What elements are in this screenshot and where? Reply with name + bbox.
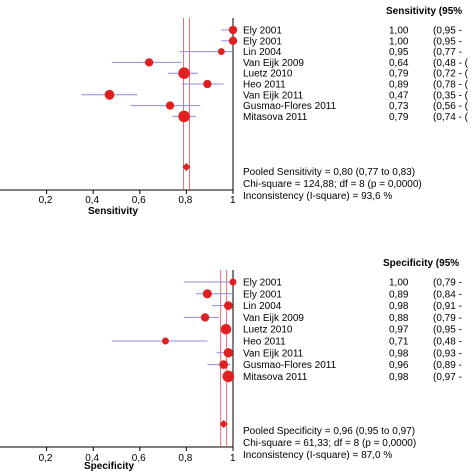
specificity-study-name: Ely 2001 xyxy=(243,278,282,289)
sensitivity-study-value: 0,79 xyxy=(389,112,409,123)
sensitivity-panel: Sensitivity (95% Sensitivity Pooled Sens… xyxy=(0,6,469,217)
specificity-inconsistency-text: Inconsistency (I-square) = 87,0 % xyxy=(243,450,392,461)
sensitivity-study-point xyxy=(178,110,190,123)
sensitivity-study-point xyxy=(228,25,238,35)
sensitivity-tick-label: 0,2 xyxy=(39,195,53,206)
sensitivity-study-name: Ely 2001 xyxy=(243,36,282,47)
sensitivity-study-value: 1,00 xyxy=(389,26,409,37)
sensitivity-study-point xyxy=(178,67,190,79)
sensitivity-study-value: 1,00 xyxy=(389,36,409,47)
specificity-study-value: 1,00 xyxy=(389,278,409,289)
specificity-study-point xyxy=(220,323,232,335)
sensitivity-tick-label: 0,8 xyxy=(178,195,192,206)
specificity-study-value: 0,97 xyxy=(389,325,409,336)
sensitivity-study-ci: (0,72 - ( xyxy=(433,69,469,80)
sensitivity-study-point xyxy=(104,89,115,100)
specificity-study-name: Heo 2011 xyxy=(243,337,286,348)
specificity-study-name: Lin 2004 xyxy=(243,301,282,312)
sensitivity-study-value: 0,95 xyxy=(389,47,409,58)
specificity-study-point xyxy=(161,337,169,345)
sensitivity-study-ci: (0,78 - ( xyxy=(433,80,469,91)
sensitivity-study-ci: (0,56 - ( xyxy=(433,101,469,112)
sensitivity-study-ci: (0,95 - xyxy=(433,26,462,37)
specificity-tick-label: 1 xyxy=(230,453,236,464)
specificity-study-point xyxy=(229,278,237,286)
specificity-study-ci: (0,79 - xyxy=(433,313,462,324)
sensitivity-tick-label: 0,4 xyxy=(85,195,99,206)
specificity-study-point xyxy=(200,313,210,322)
sensitivity-study-value: 0,73 xyxy=(389,101,409,112)
sensitivity-study-name: Ely 2001 xyxy=(243,26,282,37)
sensitivity-plot-area: 0,2 0,4 0,6 0,8 1 Ely 2001 1,00 (0,95 - Ely 2001… xyxy=(0,18,469,206)
specificity-tick-label: 0,6 xyxy=(132,453,146,464)
specificity-tick-label: 0,8 xyxy=(178,453,192,464)
specificity-study-ci: (0,93 - xyxy=(433,348,462,359)
specificity-study-name: Luetz 2010 xyxy=(243,325,293,336)
sensitivity-study-ci: (0,77 - xyxy=(433,47,462,58)
sensitivity-study-ci: (0,35 - ( xyxy=(433,90,469,101)
specificity-study-name: Mitasova 2011 xyxy=(243,372,308,383)
specificity-study-value: 0,98 xyxy=(389,348,409,359)
sensitivity-study-value: 0,89 xyxy=(389,80,409,91)
specificity-study-value: 0,88 xyxy=(389,313,409,324)
sensitivity-study-name: Lin 2004 xyxy=(243,47,282,58)
sensitivity-study-name: Van Eijk 2011 xyxy=(243,90,304,101)
specificity-study-ci: (0,95 - xyxy=(433,325,462,336)
specificity-tick-label: 0,2 xyxy=(39,453,53,464)
specificity-chi-text: Chi-square = 61,33; df = 8 (p = 0,0000) xyxy=(243,438,416,449)
sensitivity-chi-text: Chi-square = 124,88; df = 8 (p = 0,0000) xyxy=(243,179,422,190)
specificity-study-ci: (0,89 - xyxy=(433,360,462,371)
sensitivity-header: Sensitivity (95% xyxy=(386,6,462,17)
sensitivity-study-value: 0,64 xyxy=(389,58,409,69)
specificity-study-point xyxy=(223,301,233,310)
specificity-study-ci: (0,97 - xyxy=(433,372,462,383)
specificity-study-name: Ely 2001 xyxy=(243,289,282,300)
specificity-study-value: 0,96 xyxy=(389,360,409,371)
specificity-study-value: 0,98 xyxy=(389,372,409,383)
specificity-study-ci: (0,79 - xyxy=(433,278,462,289)
specificity-panel: Specificity (95% Specificity Pooled Spec… xyxy=(0,258,462,472)
sensitivity-pooled-diamond xyxy=(182,163,191,171)
specificity-plot-area: 0,2 0,4 0,6 0,8 1 Ely 2001 1,00 (0,79 - Ely 2001… xyxy=(0,270,462,464)
specificity-study-point xyxy=(219,360,229,369)
specificity-study-name: Van Eijk 2011 xyxy=(243,348,304,359)
specificity-header: Specificity (95% xyxy=(383,258,459,269)
specificity-study-point xyxy=(202,289,212,299)
sensitivity-axis-label: Sensitivity xyxy=(88,206,138,217)
sensitivity-study-value: 0,79 xyxy=(389,69,409,80)
specificity-study-name: Gusmao-Flores 2011 xyxy=(243,360,337,371)
specificity-study-ci: (0,48 - xyxy=(433,337,462,348)
sensitivity-study-name: Heo 2011 xyxy=(243,80,286,91)
specificity-axis-label: Specificity xyxy=(84,461,134,472)
sensitivity-study-value: 0,47 xyxy=(389,90,409,101)
sensitivity-study-name: Van Eijk 2009 xyxy=(243,58,304,69)
sensitivity-study-point xyxy=(217,48,225,56)
sensitivity-study-point xyxy=(228,36,238,45)
sensitivity-tick-label: 0,6 xyxy=(132,195,146,206)
sensitivity-inconsistency-text: Inconsistency (I-square) = 93,6 % xyxy=(243,191,392,202)
specificity-study-value: 0,89 xyxy=(389,289,409,300)
sensitivity-study-name: Mitasova 2011 xyxy=(243,112,308,123)
sensitivity-study-ci: (0,74 - ( xyxy=(433,112,469,123)
sensitivity-study-ci: (0,48 - ( xyxy=(433,58,469,69)
sensitivity-pooled-text: Pooled Sensitivity = 0,80 (0,77 to 0,83) xyxy=(243,167,415,178)
specificity-study-value: 0,71 xyxy=(389,337,409,348)
specificity-study-point xyxy=(222,370,235,383)
sensitivity-study-point xyxy=(144,58,154,67)
specificity-pooled-diamond xyxy=(219,420,228,428)
sensitivity-study-point xyxy=(165,101,175,110)
specificity-study-name: Van Eijk 2009 xyxy=(243,313,304,324)
specificity-tick-label: 0,4 xyxy=(85,453,99,464)
specificity-pooled-text: Pooled Specificity = 0,96 (0,95 to 0,97) xyxy=(243,426,415,437)
specificity-study-value: 0,98 xyxy=(389,301,409,312)
sensitivity-study-name: Luetz 2010 xyxy=(243,69,293,80)
specificity-study-point xyxy=(223,348,234,358)
sensitivity-study-point xyxy=(203,79,212,89)
specificity-study-ci: (0,91 - xyxy=(433,301,462,312)
sensitivity-study-name: Gusmao-Flores 2011 xyxy=(243,101,337,112)
specificity-study-ci: (0,84 - xyxy=(433,289,462,300)
sensitivity-tick-label: 1 xyxy=(230,195,236,206)
sensitivity-study-ci: (0,95 - xyxy=(433,36,462,47)
